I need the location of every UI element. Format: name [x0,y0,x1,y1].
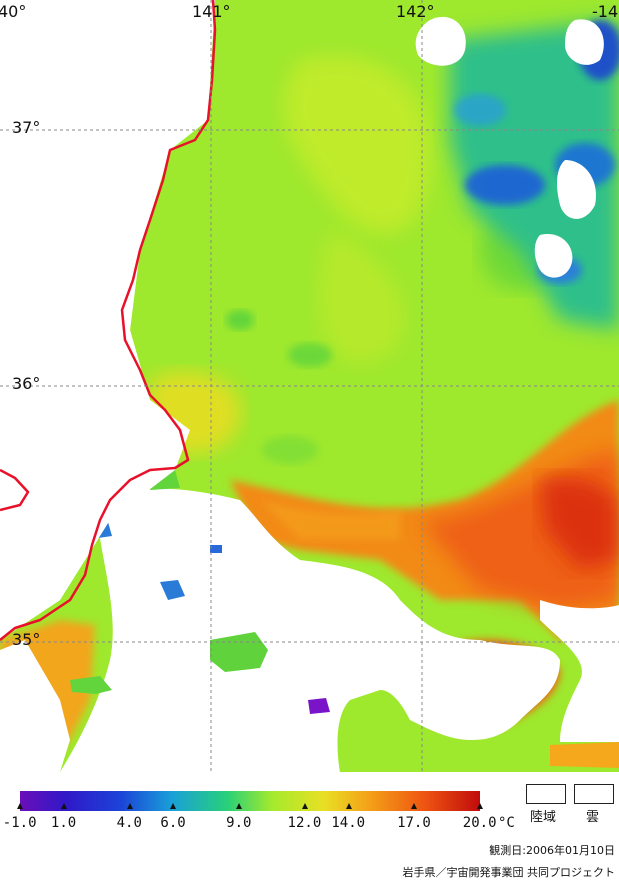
colorbar-tick-marker [345,803,352,809]
graticule [0,0,619,772]
sst-map [0,0,619,772]
colorbar-tick-label: 17.0 [397,815,431,831]
lon-label-143: -14 [592,2,619,21]
colorbar-tick-label: 9.0 [226,815,252,831]
lat-label-37: 37° [12,118,41,137]
colorbar-tick-label: 12.0 [287,815,322,831]
colorbar-tick-label: 6.0 [160,815,186,831]
land-mask [0,0,213,640]
colorbar-unit: °C [498,815,515,831]
cloud-mask [0,16,619,772]
lat-label-35: 35° [12,630,41,649]
lon-label-140: 40° [0,2,27,21]
lon-label-141: 141° [192,2,231,21]
colorbar-tick-marker [301,803,308,809]
colorbar-tick-label: 20.0 [462,815,497,831]
observation-date: 観測日:2006年01月10日 [489,844,615,857]
colorbar-tick-marker [236,803,243,809]
colorbar-tick-marker [411,803,418,809]
land-swatch [526,784,566,804]
colorbar-tick-marker [17,803,23,809]
credit-line: 岩手県／宇宙開発事業団 共同プロジェクト [402,866,616,879]
cloud-legend-label: 雲 [586,810,600,825]
colorbar-tick-marker [126,803,133,809]
colorbar-tick-marker [170,803,177,809]
lat-label-36: 36° [12,374,41,393]
lon-label-142: 142° [396,2,435,21]
temperature-colorbar [20,791,480,811]
land-legend-label: 陸域 [530,810,557,825]
coastline [0,0,217,641]
cloud-swatch [574,784,614,804]
colorbar-tick-label: 1.0 [50,815,77,831]
colorbar-tick-label: 4.0 [116,815,142,831]
colorbar-tick-label: -1.0 [2,815,37,831]
colorbar-tick-label: 14.0 [331,815,366,831]
colorbar-tick-marker [477,803,483,809]
colorbar-tick-marker [60,803,67,809]
